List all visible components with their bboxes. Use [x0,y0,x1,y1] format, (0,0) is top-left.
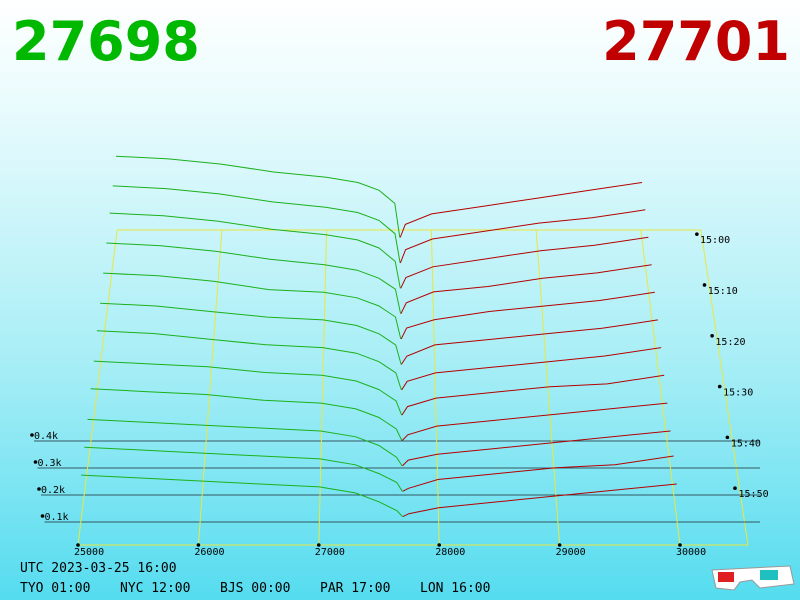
bid-depth-line [103,272,402,340]
ask-depth-line [401,402,668,441]
price-grid-line [197,229,223,546]
bid-depth-line [93,360,403,416]
price-tick-dot [76,543,80,547]
bid-depth-line [112,185,401,263]
ask-depth-line [401,374,665,416]
depth-tick-label: 0.1k [45,512,69,523]
best-bid: 27698 [12,10,200,73]
price-tick-dot [317,543,321,547]
time-tick-dot [717,384,722,389]
ask-depth-line [400,319,658,365]
price-tick-label: 25000 [74,547,104,558]
ask-depth-line [399,209,646,264]
ask-depth-line [402,430,671,467]
ask-depth-line [400,236,649,289]
plot: 0.1k 0.2k 0.3k 0.4k 25000 26000 27000 28000 2900… [30,155,769,558]
ask-depth-line [399,182,643,238]
bid-depth-line [81,474,403,517]
price-tick-dot [678,543,682,547]
depth-tick-dot [37,487,41,491]
city-clock: BJS 00:00 [220,581,290,596]
time-tick-label: 15:30 [723,388,753,399]
bid-depth-line [109,212,401,289]
ask-depth-line [400,291,655,340]
time-tick-label: 15:40 [731,438,761,449]
price-tick-label: 28000 [435,547,465,558]
price-grid-line [535,229,561,546]
time-tick-label: 15:10 [708,286,738,297]
city-clock: TYO 01:00 [20,581,90,596]
price-tick-label: 26000 [194,547,224,558]
time-tick-dot [733,486,737,490]
city-clock: NYC 12:00 [120,581,190,596]
bid-depth-line [106,242,402,314]
bid-depth-line [115,155,401,238]
depth-tick-dot [30,433,34,437]
depth-tick-dot [40,514,45,518]
city-clock: LON 16:00 [420,581,490,596]
price-grid-line [430,229,440,546]
best-ask: 27701 [602,10,790,73]
city-clock: PAR 17:00 [320,581,390,596]
price-tick-dot [437,543,442,547]
ask-depth-line [402,483,677,518]
time-tick-dot [702,283,707,287]
time-tick-label: 15:50 [739,489,769,500]
utc-time: UTC 2023-03-25 16:00 [20,561,177,576]
time-tick-dot [710,333,714,338]
time-tick-label: 15:20 [715,337,745,348]
depth-tick-label: 0.3k [38,458,62,469]
ask-depth-line [400,264,652,314]
depth-tick-label: 0.4k [34,431,58,442]
price-tick-label: 27000 [315,547,345,558]
time-tick-label: 15:00 [700,235,730,246]
price-tick-label: 30000 [676,547,706,558]
ask-depth-line [401,347,662,391]
glasses-icon [711,565,795,591]
bid-depth-line [90,388,403,441]
price-tick-dot [557,543,562,547]
price-grid-line [318,229,328,546]
price-grid-line [77,229,118,546]
time-tick-dot [725,435,730,440]
bid-depth-line [100,302,402,365]
price-tick-dot [196,543,201,547]
bid-depth-line [96,330,402,390]
bid-depth-line [84,446,403,492]
price-grid-line [640,229,681,546]
bid-depth-line [87,418,403,467]
depth-tick-label: 0.2k [41,485,65,496]
time-tick-dot [695,232,699,236]
ask-depth-line [402,455,674,492]
depth-tick-dot [33,460,38,464]
floor-right-edge [700,229,749,546]
price-tick-label: 29000 [556,547,586,558]
